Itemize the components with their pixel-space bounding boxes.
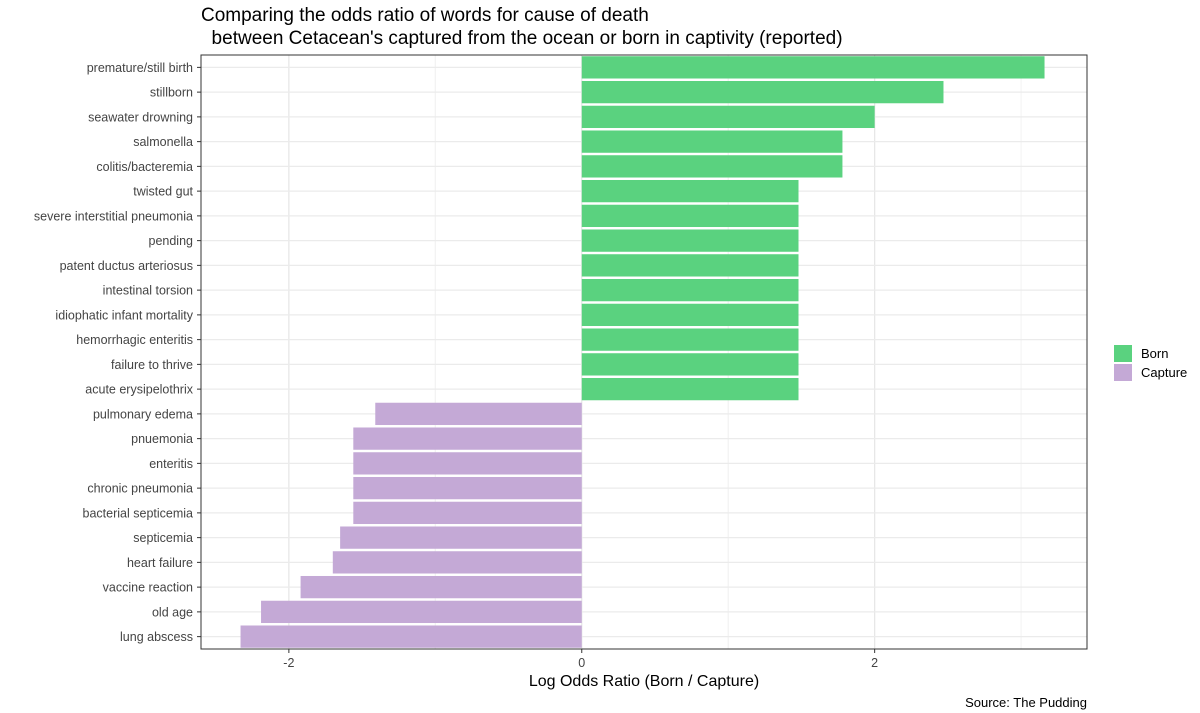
- bar-failure-to-thrive: [581, 353, 799, 376]
- x-axis: -2 0 2: [283, 649, 878, 670]
- bar-salmonella: [581, 130, 843, 153]
- bar-old-age: [261, 600, 582, 624]
- bar-colitis-bacteremia: [581, 155, 843, 178]
- bar-enteritis: [353, 452, 582, 475]
- bar-pnuemonia: [353, 427, 582, 450]
- bar-stillborn: [581, 80, 944, 104]
- bar-intestinal-torsion: [581, 278, 799, 302]
- y-tick-label: failure to thrive: [111, 358, 193, 372]
- x-axis-label: Log Odds Ratio (Born / Capture): [529, 673, 759, 690]
- y-tick-label: pulmonary edema: [93, 407, 193, 421]
- y-tick-label: idiophatic infant mortality: [55, 308, 193, 322]
- legend-label-capture: Capture: [1141, 365, 1187, 380]
- y-tick-label: chronic pneumonia: [87, 482, 193, 496]
- bar-septicemia: [340, 526, 582, 549]
- bar-hemorrhagic-enteritis: [581, 328, 799, 351]
- bar-lung-abscess: [240, 625, 582, 648]
- bar-premature-still-birth: [581, 56, 1045, 79]
- legend-label-born: Born: [1141, 346, 1168, 361]
- x-tick-label: 0: [578, 656, 585, 670]
- bar-acute-erysipelothrix: [581, 377, 799, 401]
- source-caption: Source: The Pudding: [965, 695, 1087, 710]
- bar-bacterial-septicemia: [353, 501, 582, 525]
- y-tick-label: colitis/bacteremia: [96, 160, 193, 174]
- y-tick-label: premature/still birth: [87, 61, 193, 75]
- y-tick-label: septicemia: [133, 531, 193, 545]
- y-tick-label: patent ductus arteriosus: [60, 259, 193, 273]
- bar-pending: [581, 229, 799, 252]
- legend-key-born: [1114, 345, 1132, 362]
- legend: Born Capture: [1114, 345, 1187, 381]
- bar-heart-failure: [332, 551, 582, 574]
- y-tick-label: twisted gut: [133, 185, 193, 199]
- x-tick-label: -2: [283, 656, 294, 670]
- y-tick-label: enteritis: [149, 457, 193, 471]
- y-tick-label: acute erysipelothrix: [85, 383, 193, 397]
- y-tick-label: pending: [149, 234, 194, 248]
- y-tick-label: hemorrhagic enteritis: [76, 333, 193, 347]
- y-tick-label: lung abscess: [120, 630, 193, 644]
- bar-twisted-gut: [581, 179, 799, 203]
- bar-pulmonary-edema: [375, 402, 582, 426]
- y-tick-label: pnuemonia: [131, 432, 193, 446]
- y-tick-label: salmonella: [133, 135, 193, 149]
- y-tick-label: intestinal torsion: [103, 284, 193, 298]
- legend-key-capture: [1114, 364, 1132, 381]
- bar-severe-interstitial-pneumonia: [581, 204, 799, 228]
- bar-vaccine-reaction: [300, 575, 582, 599]
- y-tick-label: heart failure: [127, 556, 193, 570]
- bar-seawater-drowning: [581, 105, 875, 129]
- bar-idiophatic-infant-mortality: [581, 303, 799, 327]
- y-axis-labels: premature/still birth stillborn seawater d…: [34, 61, 201, 644]
- y-tick-label: bacterial septicemia: [83, 506, 194, 520]
- y-tick-label: seawater drowning: [88, 110, 193, 124]
- bar-chronic-pneumonia: [353, 476, 582, 500]
- chart-title: Comparing the odds ratio of words for ca…: [201, 4, 843, 50]
- y-tick-label: old age: [152, 605, 193, 619]
- bars-group: [240, 56, 1045, 648]
- x-tick-label: 2: [871, 656, 878, 670]
- chart-title-line-2: between Cetacean's captured from the oce…: [201, 28, 843, 49]
- y-tick-label: stillborn: [150, 86, 193, 100]
- plot-border: [200, 54, 1088, 650]
- bar-patent-ductus-arteriosus: [581, 254, 799, 277]
- y-tick-label: severe interstitial pneumonia: [34, 209, 193, 223]
- chart-title-line-1: Comparing the odds ratio of words for ca…: [201, 5, 649, 26]
- y-tick-label: vaccine reaction: [103, 581, 193, 595]
- plot-panel: [201, 55, 1087, 649]
